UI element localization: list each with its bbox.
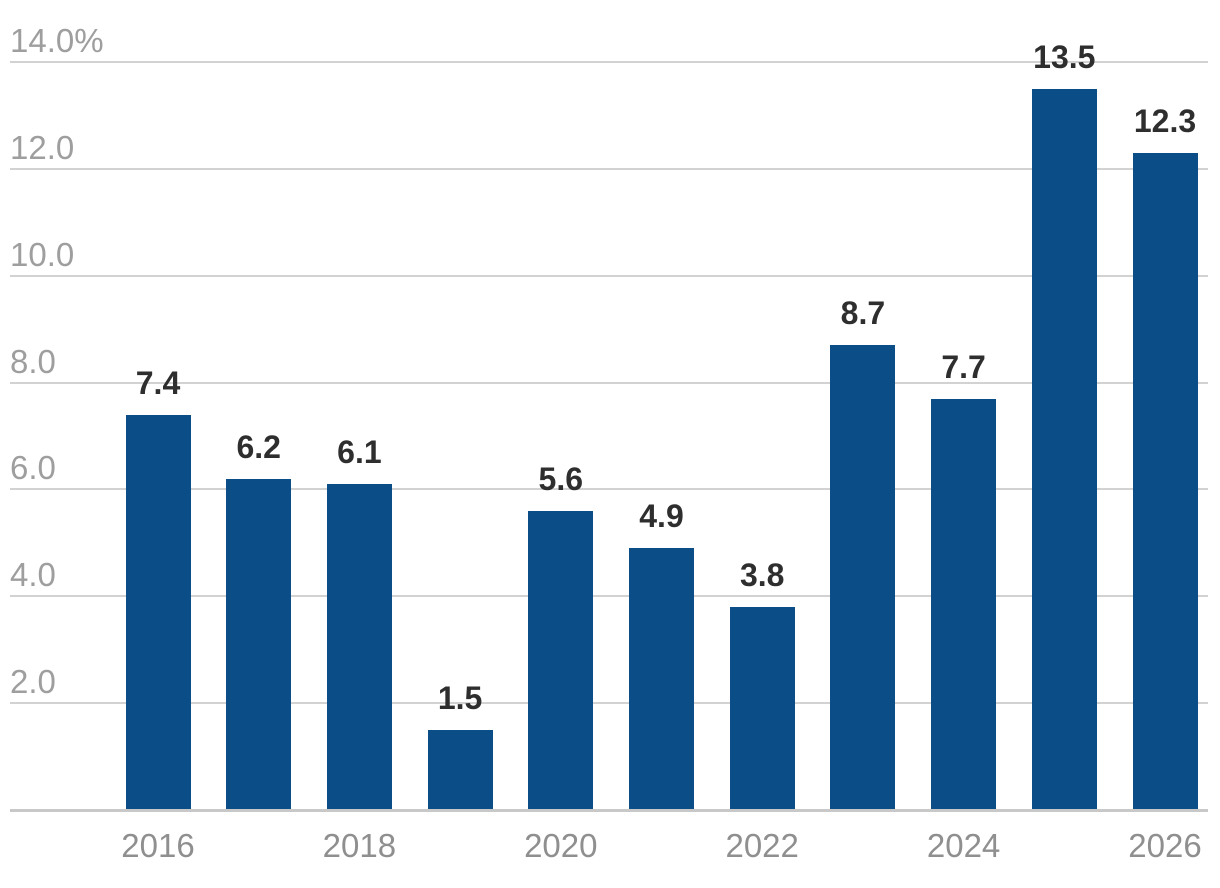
bar-2018 — [326, 484, 392, 810]
bar-value-label: 8.7 — [840, 295, 886, 332]
y-axis-tick-label: 14.0% — [10, 22, 104, 59]
x-axis-tick-label: 2016 — [121, 827, 195, 864]
x-axis-tick-label: 2018 — [322, 827, 397, 864]
bar-2025 — [1031, 88, 1097, 810]
gridline — [10, 595, 1208, 598]
y-axis-tick-label: 10.0 — [10, 235, 75, 273]
gridline — [10, 167, 1208, 170]
y-axis-tick-label: 12.0 — [10, 128, 75, 166]
bar-2017 — [226, 478, 292, 810]
gridline — [10, 61, 1208, 63]
x-axis-line — [10, 808, 1208, 812]
bar-value-label: 12.3 — [1133, 102, 1197, 139]
bar-2022 — [729, 607, 795, 810]
y-axis-tick-label: 2.0 — [10, 663, 56, 701]
bar-2020 — [528, 510, 594, 810]
bar-value-label: 13.5 — [1033, 38, 1096, 75]
bar-2021 — [629, 548, 694, 810]
x-axis-tick-label: 2022 — [725, 827, 799, 864]
y-axis-tick-label: 6.0 — [10, 449, 56, 487]
x-axis-tick-label: 2026 — [1128, 827, 1202, 864]
gridline — [10, 274, 1208, 277]
y-axis-tick-label: 8.0 — [10, 342, 56, 380]
x-axis-tick-label: 2020 — [524, 827, 598, 864]
bar-value-label: 4.9 — [639, 498, 684, 535]
gridline — [10, 488, 1208, 491]
bar-value-label: 1.5 — [437, 679, 483, 716]
bar-2023 — [830, 345, 896, 810]
x-axis-tick-label: 2024 — [926, 827, 1001, 864]
bar-2019 — [427, 729, 493, 810]
bar-2026 — [1132, 152, 1198, 810]
bar-value-label: 7.4 — [135, 364, 181, 401]
bar-2024 — [931, 398, 997, 810]
bar-value-label: 3.8 — [739, 557, 785, 593]
bar-value-label: 7.7 — [941, 348, 986, 385]
gridline — [10, 381, 1208, 384]
bar-2016 — [125, 414, 191, 810]
bar-value-label: 6.2 — [236, 428, 281, 465]
bar-value-label: 6.1 — [337, 434, 382, 471]
gridline — [10, 702, 1208, 705]
bar-value-label: 5.6 — [538, 460, 584, 497]
y-axis-tick-label: 4.0 — [10, 556, 56, 594]
